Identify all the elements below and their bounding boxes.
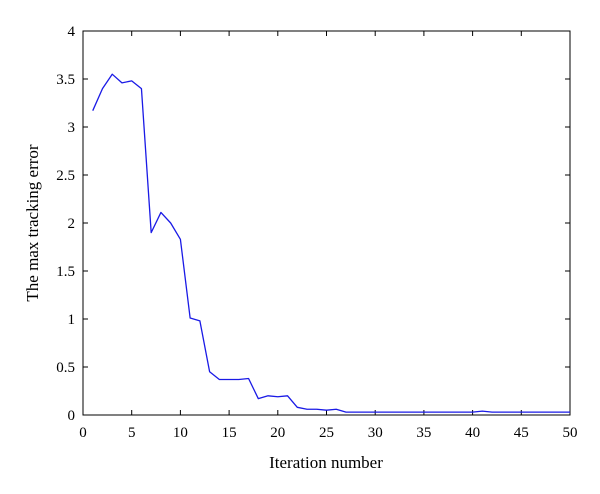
x-tick-label: 20 xyxy=(270,425,285,441)
x-tick-label: 40 xyxy=(465,425,480,441)
y-tick-label: 1 xyxy=(68,312,76,328)
x-axis: 0 5 10 15 20 25 30 35 40 45 50 xyxy=(79,31,578,441)
x-axis-label: Iteration number xyxy=(269,453,383,472)
x-tick-label: 50 xyxy=(563,425,578,441)
x-tick-label: 10 xyxy=(173,425,188,441)
y-tick-label: 3 xyxy=(68,120,76,136)
plot-area xyxy=(82,30,571,416)
y-tick-label: 0.5 xyxy=(56,360,75,376)
y-tick-label: 4 xyxy=(68,24,76,40)
x-tick-label: 25 xyxy=(319,425,334,441)
series-layer xyxy=(92,73,570,413)
series-line xyxy=(92,73,570,413)
y-tick-label: 2 xyxy=(68,216,76,232)
y-tick-label: 3.5 xyxy=(56,72,75,88)
y-tick-label: 2.5 xyxy=(56,168,75,184)
x-tick-label: 0 xyxy=(79,425,87,441)
x-tick-label: 15 xyxy=(222,425,237,441)
x-tick-label: 45 xyxy=(514,425,529,441)
x-tick-label: 30 xyxy=(368,425,383,441)
y-axis: 0 0.5 1 1.5 2 2.5 3 3.5 4 xyxy=(56,24,570,424)
y-axis-label: The max tracking error xyxy=(23,144,42,302)
x-tick-label: 35 xyxy=(416,425,431,441)
x-tick-label: 5 xyxy=(128,425,136,441)
y-tick-label: 1.5 xyxy=(56,264,75,280)
y-tick-label: 0 xyxy=(68,408,76,424)
